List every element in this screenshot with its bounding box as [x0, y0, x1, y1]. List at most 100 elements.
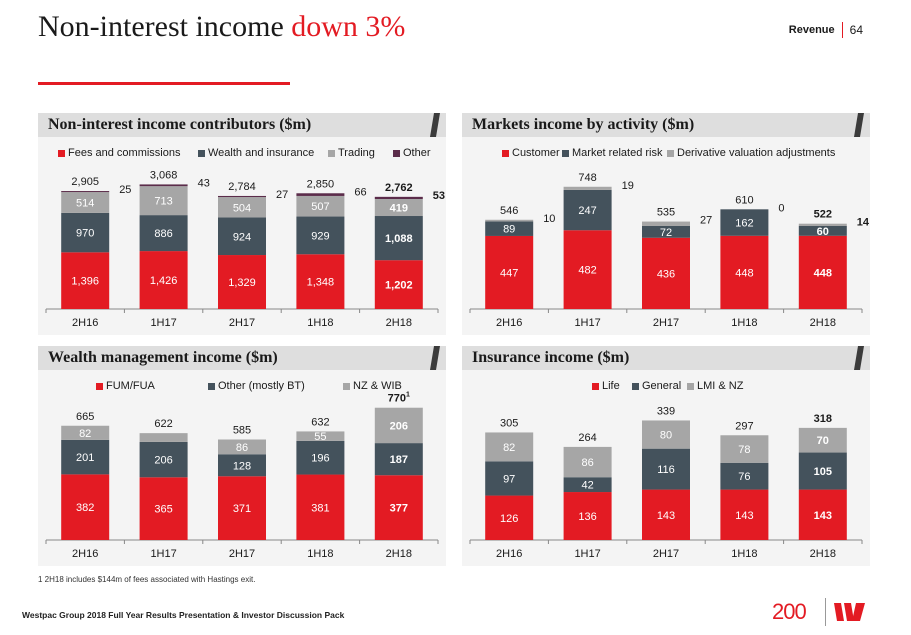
total-label: 297	[735, 420, 753, 432]
bar-segment-general	[642, 448, 690, 490]
x-tick-label: 1H17	[150, 317, 176, 329]
legend-swatch	[208, 382, 215, 390]
value-label: 82	[503, 442, 515, 454]
panel-non-interest-contributors: Non-interest income contributors ($m) Fe…	[38, 113, 446, 335]
legend-item-general: General	[632, 380, 681, 392]
legend-label: Market related risk	[572, 147, 663, 159]
stacked-bar-chart: 126 97 82 305 2H16 136 42 86 264 1H17 143 116 80 339 2…	[469, 405, 863, 560]
total-label: 546	[500, 205, 518, 217]
value-label: 1,329	[228, 277, 256, 289]
value-label: 1,202	[385, 280, 413, 292]
value-label: 929	[311, 230, 329, 242]
value-label: 78	[738, 444, 750, 456]
stacked-bar-chart: 447 89 10 546 2H16 482 247 19 748 1H17 436 72 27 535 2…	[469, 172, 870, 329]
value-label: 196	[311, 453, 329, 465]
value-label: 136	[578, 511, 596, 523]
bar-segment-derivative-valuation-adjustments	[563, 186, 612, 190]
value-label: 143	[735, 510, 753, 522]
value-label: 1,348	[307, 277, 335, 289]
total-label: 264	[578, 432, 596, 444]
x-tick-label: 2H16	[496, 317, 522, 329]
total-label: 748	[578, 172, 596, 184]
legend-swatch	[328, 149, 335, 157]
value-label: 448	[814, 267, 832, 279]
legend-label: Other (mostly BT)	[218, 380, 305, 392]
value-label: 247	[578, 205, 596, 217]
value-label: 419	[390, 203, 408, 215]
x-tick-label: 2H16	[72, 317, 98, 329]
value-label: 42	[581, 480, 593, 492]
value-label: 924	[233, 231, 251, 243]
value-label: 371	[233, 503, 251, 515]
bar-segment-lmi-nz	[798, 427, 847, 453]
value-label: 82	[79, 428, 91, 440]
total-value: 610	[735, 194, 753, 206]
value-label: 55	[314, 431, 326, 443]
legend-swatch	[562, 149, 569, 157]
bar-segment-wealth-and-insurance	[374, 216, 423, 261]
footnote: 1 2H18 includes $144m of fees associated…	[38, 575, 256, 584]
value-label: 143	[814, 510, 832, 522]
total-value: 318	[814, 413, 832, 425]
westpac-w-icon	[834, 603, 865, 621]
legend-label: Trading	[338, 147, 375, 159]
bar-segment-lmi-nz	[720, 435, 769, 463]
bar-segment-customer	[720, 235, 769, 309]
x-tick-label: 2H16	[496, 548, 522, 560]
value-label: 507	[311, 201, 329, 213]
legend-swatch	[667, 149, 674, 157]
bar-segment-lmi-nz	[563, 446, 612, 478]
bar-segment-fum-fua	[218, 476, 266, 540]
bar-segment-life	[642, 489, 690, 540]
total-value: 2,905	[71, 176, 99, 188]
stacked-bar-chart: 382 201 82 665 2H16 365 206 622 1H17 371 128 86 585 2…	[45, 392, 439, 560]
x-tick-label: 1H17	[150, 548, 176, 560]
value-label: 80	[660, 430, 672, 442]
legend-item-market-related-risk: Market related risk	[562, 147, 662, 159]
title-accent: down 3%	[291, 10, 406, 43]
x-tick-label: 2H18	[810, 548, 836, 560]
slash-decoration-icon	[854, 346, 864, 370]
bar-segment-customer	[642, 237, 690, 309]
value-label: 482	[578, 265, 596, 277]
legend-label: Customer	[512, 147, 560, 159]
bar-segment-general	[798, 452, 847, 490]
bar-segment-other	[61, 191, 110, 193]
bar-segment-market-related-risk	[720, 209, 769, 236]
bar-segment-trading	[296, 195, 345, 217]
value-label: 201	[76, 452, 94, 464]
legend-label: Other	[403, 147, 431, 159]
value-label: 116	[657, 464, 675, 476]
value-label: 53	[433, 190, 445, 202]
bar-segment-nz-wib	[374, 407, 423, 444]
value-label: 60	[817, 226, 829, 238]
total-label: 665	[76, 411, 94, 423]
bar-segment-derivative-valuation-adjustments	[798, 223, 847, 226]
total-value: 748	[578, 172, 596, 184]
legend-item-customer: Customer	[502, 147, 560, 159]
bar-segment-trading	[374, 198, 423, 217]
bar-segment-other	[374, 196, 423, 199]
value-label: 713	[154, 196, 172, 208]
bar-segment-life	[563, 492, 612, 540]
value-label: 66	[354, 186, 366, 198]
value-label: 14	[857, 217, 870, 229]
value-label: 970	[76, 228, 94, 240]
bar-segment-market-related-risk	[798, 225, 847, 236]
legend-item-trading: Trading	[328, 147, 375, 159]
slash-decoration-icon	[854, 113, 864, 137]
total-value: 770	[388, 393, 406, 405]
panel-title: Non-interest income contributors ($m)	[48, 116, 312, 133]
logo-200-text: 200	[772, 599, 806, 624]
legend-label: LMI & NZ	[697, 380, 744, 392]
total-label: 318	[814, 413, 832, 425]
value-label: 89	[503, 224, 515, 236]
value-label: 206	[154, 455, 172, 467]
bar-segment-derivative-valuation-adjustments	[642, 221, 690, 226]
total-value: 665	[76, 411, 94, 423]
total-value: 297	[735, 420, 753, 432]
legend-item-life: Life	[592, 380, 620, 392]
bar-segment-fum-fua	[61, 474, 110, 540]
legend-item-derivative-valuation-adjustments: Derivative valuation adjustments	[667, 147, 835, 159]
bar-segment-fees-and-commissions	[374, 260, 423, 309]
